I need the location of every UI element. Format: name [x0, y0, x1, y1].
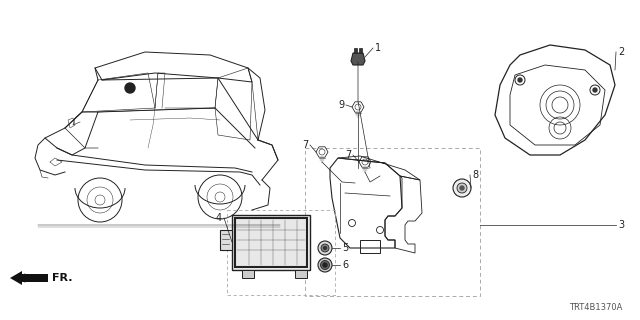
- Polygon shape: [10, 271, 22, 285]
- Circle shape: [323, 263, 327, 267]
- Polygon shape: [354, 48, 357, 53]
- FancyBboxPatch shape: [232, 215, 310, 270]
- FancyBboxPatch shape: [295, 270, 307, 278]
- Text: TRT4B1370A: TRT4B1370A: [568, 303, 622, 312]
- Text: 5: 5: [342, 243, 348, 253]
- Polygon shape: [351, 53, 365, 65]
- Circle shape: [518, 78, 522, 82]
- Text: 6: 6: [342, 260, 348, 270]
- Text: FR.: FR.: [52, 273, 72, 283]
- Text: 7: 7: [345, 150, 351, 160]
- Circle shape: [318, 241, 332, 255]
- Polygon shape: [359, 48, 362, 53]
- Circle shape: [453, 179, 471, 197]
- Text: 4: 4: [216, 213, 222, 223]
- Text: 1: 1: [375, 43, 381, 53]
- Bar: [227, 210, 335, 295]
- Text: 8: 8: [472, 170, 478, 180]
- Circle shape: [460, 186, 464, 190]
- Text: 9: 9: [338, 100, 344, 110]
- Text: 3: 3: [618, 220, 624, 230]
- FancyBboxPatch shape: [220, 230, 232, 250]
- Bar: [305, 148, 480, 296]
- Circle shape: [321, 244, 329, 252]
- Circle shape: [593, 88, 597, 92]
- Circle shape: [318, 258, 332, 272]
- FancyBboxPatch shape: [242, 270, 254, 278]
- Circle shape: [323, 246, 326, 250]
- Polygon shape: [20, 274, 48, 282]
- Circle shape: [321, 260, 330, 269]
- Text: 2: 2: [618, 47, 624, 57]
- FancyBboxPatch shape: [235, 218, 307, 267]
- Text: 7: 7: [301, 140, 308, 150]
- Circle shape: [125, 83, 135, 93]
- Circle shape: [457, 183, 467, 193]
